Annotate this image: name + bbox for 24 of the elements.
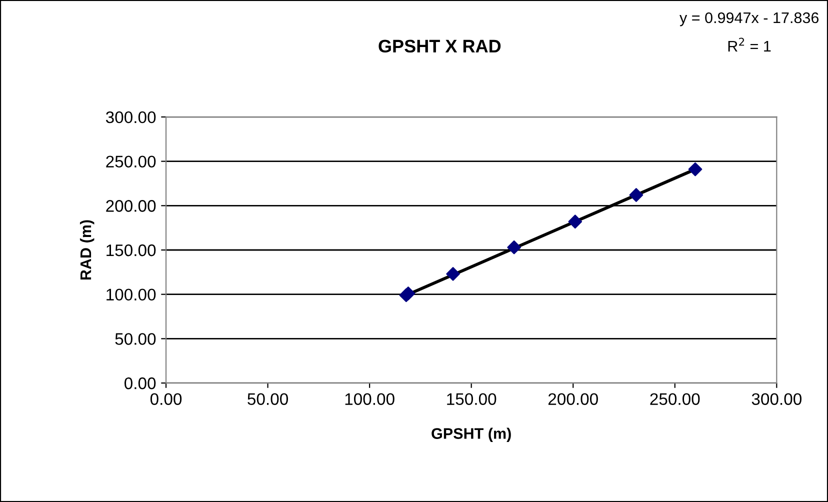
y-tick-label: 250.00 — [106, 156, 156, 168]
point — [568, 214, 582, 229]
x-tick-label: 100.00 — [345, 393, 394, 405]
x-tick-label: 300.00 — [752, 393, 802, 405]
point — [688, 162, 702, 176]
text: y = 0.9947x - 17.836 — [680, 12, 819, 26]
x-tick-label: 50.00 — [248, 393, 288, 405]
x-tick-label: 150.00 — [447, 393, 496, 405]
y-tick-label: 50.00 — [115, 333, 156, 345]
x-tick-label: 250.00 — [650, 393, 700, 405]
x-tick-label: 0.00 — [150, 393, 182, 405]
y-tick-label: 0.00 — [124, 377, 156, 390]
text: R$^{2}$ = 1 — [728, 38, 771, 52]
y-tick-label: 300.00 — [106, 111, 156, 124]
y-axis-title: RAD (m) — [80, 220, 94, 280]
point — [629, 188, 644, 202]
x-tick-label: 200.00 — [548, 393, 598, 405]
y-tick-label: 100.00 — [106, 288, 156, 301]
point — [507, 240, 521, 254]
chart-title: GPSHT X RAD — [378, 40, 501, 53]
x-axis-title: GPSHT (m) — [432, 428, 511, 442]
point — [446, 267, 460, 281]
y-tick-label: 200.00 — [106, 200, 156, 212]
y-tick-label: 150.00 — [106, 244, 156, 256]
